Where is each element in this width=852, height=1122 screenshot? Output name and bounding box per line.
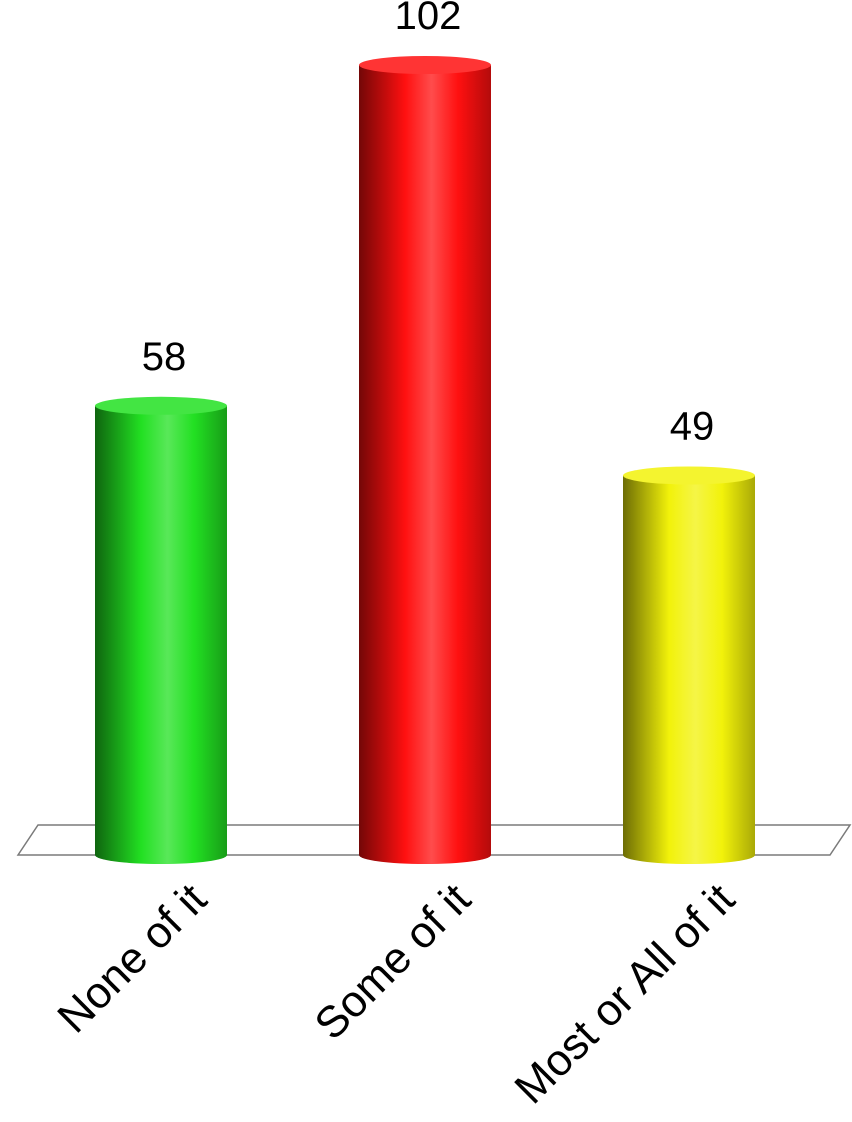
x-tick-label: None of it <box>48 874 216 1042</box>
bar-body <box>95 405 227 864</box>
bar-body <box>623 475 755 864</box>
data-label: 58 <box>142 335 187 379</box>
bar-top-cap <box>359 56 491 74</box>
data-label: 49 <box>670 404 715 448</box>
x-tick-label: Some of it <box>305 874 480 1049</box>
x-tick-label: Most or All of it <box>505 874 744 1113</box>
bar-body <box>359 65 491 864</box>
bar-top-cap <box>623 466 755 485</box>
bar-none-of-it <box>95 396 227 864</box>
bar-top-cap <box>95 396 227 415</box>
data-label: 102 <box>395 0 462 38</box>
bar-some-of-it <box>359 56 491 864</box>
bar-most-or-all-of-it <box>623 466 755 864</box>
